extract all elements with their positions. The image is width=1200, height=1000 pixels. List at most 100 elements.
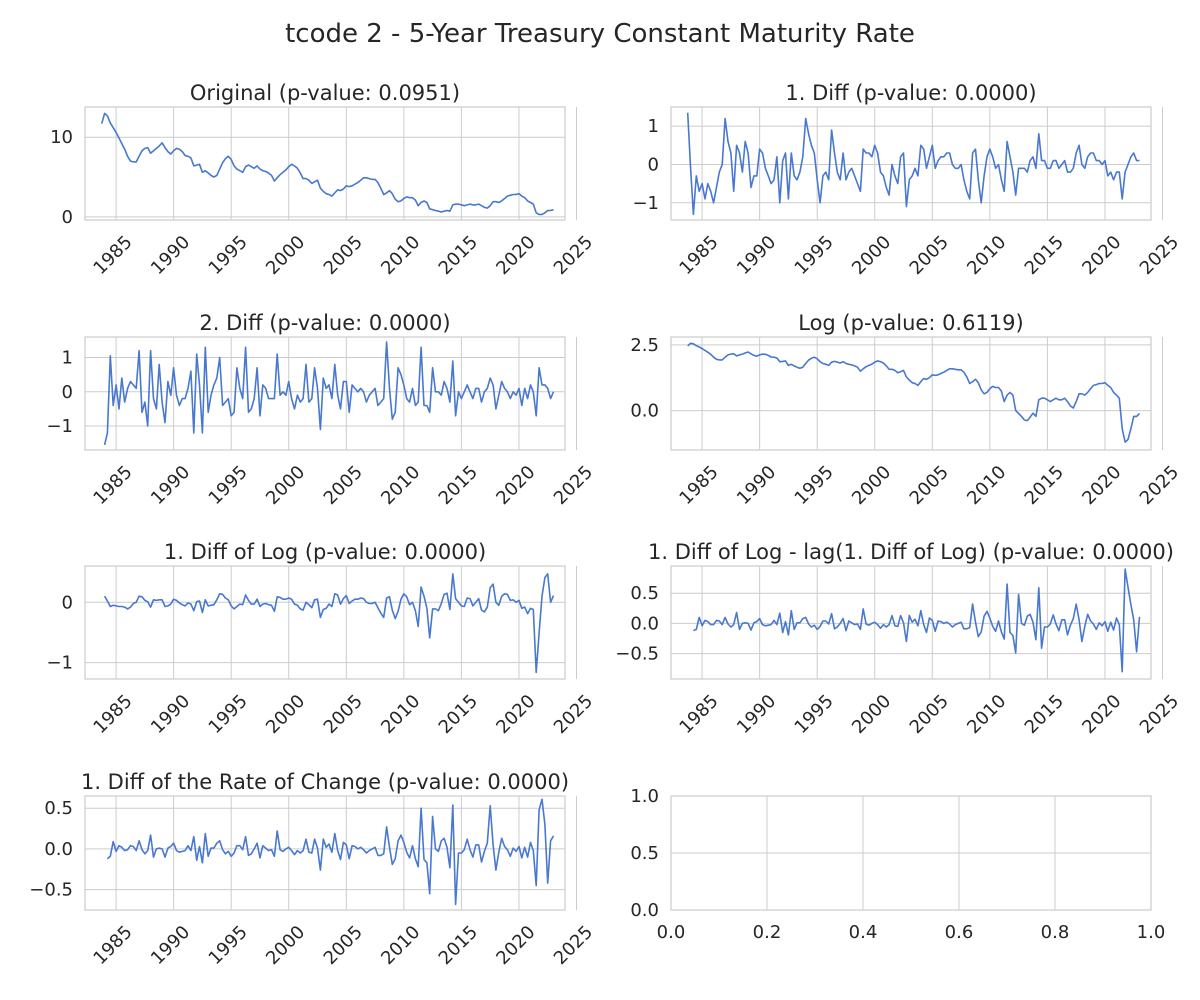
- subplot-grid: Original (p-value: 0.0951)1985 1990 1995 20…: [29, 81, 1183, 969]
- x-tick-label: 2010: [963, 691, 1010, 738]
- x-tick-label: 2005: [906, 462, 953, 509]
- y-tick-label: 0.0: [630, 613, 659, 634]
- x-tick-label: 1995: [205, 691, 252, 738]
- x-tick-label: 2010: [377, 922, 424, 969]
- y-tick-label: 0.5: [630, 583, 659, 604]
- x-tick-label: 1985: [89, 691, 136, 738]
- subplot-title: 1. Diff (p-value: 0.0000): [785, 81, 1036, 105]
- x-tick-label: 2025: [550, 232, 597, 279]
- y-tick-label: 10: [50, 127, 73, 148]
- y-tick-label: 0.5: [630, 843, 659, 864]
- x-tick-label: 2020: [1078, 462, 1125, 509]
- y-tick-label: −0.5: [29, 880, 73, 901]
- x-tick-label: 1985: [89, 232, 136, 279]
- axes-frame: [670, 565, 1152, 680]
- x-tick-label: 2010: [963, 462, 1010, 509]
- x-tick-label: 2000: [262, 922, 309, 969]
- x-tick-label: 2020: [492, 232, 539, 279]
- x-tick-label: 2005: [320, 462, 367, 509]
- axes-frame: [84, 106, 566, 221]
- y-tick-label: 0.0: [630, 900, 659, 921]
- subplot-8: 0.0 0.2 0.4 0.6 0.8 1.0 0.0 0.5 1.0: [630, 786, 1165, 943]
- axes-frame: [670, 336, 1152, 451]
- series-line: [106, 798, 555, 906]
- subplot-title: 2. Diff (p-value: 0.0000): [199, 311, 450, 335]
- x-tick-label: 2015: [435, 462, 482, 509]
- x-tick-label: 1990: [733, 691, 780, 738]
- y-tick-label: 0.0: [630, 401, 659, 422]
- x-tick-label: 2020: [492, 462, 539, 509]
- series-line: [100, 112, 554, 216]
- subplot-6: 1. Diff of Log - lag(1. Diff of Log) (p-…: [615, 540, 1183, 738]
- x-tick-label: 2000: [262, 232, 309, 279]
- x-tick-label: 2000: [848, 232, 895, 279]
- y-tick-label: −1: [632, 193, 659, 214]
- x-tick-label: 0.2: [753, 922, 782, 943]
- subplot-2: 1. Diff (p-value: 0.0000)1985 1990 1995 200…: [632, 81, 1183, 279]
- y-tick-label: 0: [62, 382, 73, 403]
- x-tick-label: 1995: [205, 922, 252, 969]
- y-tick-label: 2.5: [630, 335, 659, 356]
- x-tick-label: 2020: [492, 691, 539, 738]
- x-tick-label: 2015: [435, 922, 482, 969]
- series-line: [687, 342, 1141, 443]
- subplot-title: 1. Diff of Log (p-value: 0.0000): [164, 540, 486, 564]
- y-tick-label: 0: [62, 207, 73, 228]
- series-line: [103, 573, 555, 674]
- x-tick-label: 2025: [550, 462, 597, 509]
- x-tick-label: 2000: [848, 462, 895, 509]
- x-tick-label: 1990: [733, 462, 780, 509]
- x-tick-label: 1995: [791, 691, 838, 738]
- axes-frame: [84, 565, 566, 680]
- x-tick-label: 2005: [320, 922, 367, 969]
- x-tick-label: 1995: [205, 462, 252, 509]
- x-tick-label: 1995: [205, 232, 252, 279]
- y-tick-label: 1: [648, 116, 659, 137]
- subplot-4: Log (p-value: 0.6119) 1985 1990 1995 2000 200…: [630, 311, 1183, 509]
- x-tick-label: 2015: [1021, 691, 1068, 738]
- x-tick-label: 1990: [147, 462, 194, 509]
- x-tick-label: 0.0: [657, 922, 686, 943]
- subplot-title: 1. Diff of the Rate of Change (p-value: …: [81, 770, 569, 794]
- x-tick-label: 2010: [377, 462, 424, 509]
- x-tick-label: 0.4: [849, 922, 878, 943]
- y-tick-label: 1: [62, 348, 73, 369]
- x-tick-label: 1990: [147, 691, 194, 738]
- x-tick-label: 2020: [492, 922, 539, 969]
- x-tick-label: 1990: [733, 232, 780, 279]
- x-tick-label: 2005: [320, 232, 367, 279]
- subplot-5: 1. Diff of Log (p-value: 0.0000) 1985 1990…: [46, 540, 597, 738]
- axes-frame: [670, 795, 1152, 911]
- x-tick-label: 2000: [848, 691, 895, 738]
- y-tick-label: −0.5: [615, 644, 659, 665]
- x-tick-label: 2025: [1136, 462, 1183, 509]
- series-line: [693, 568, 1141, 673]
- x-tick-label: 1985: [675, 232, 722, 279]
- y-tick-label: 0.0: [44, 839, 73, 860]
- x-tick-label: 0.8: [1041, 922, 1070, 943]
- y-tick-label: −1: [46, 416, 73, 437]
- x-tick-label: 2020: [1078, 232, 1125, 279]
- x-tick-label: 1995: [791, 232, 838, 279]
- x-tick-label: 2010: [377, 691, 424, 738]
- x-tick-label: 2010: [963, 232, 1010, 279]
- x-tick-label: 2005: [320, 691, 367, 738]
- x-tick-label: 2025: [1136, 691, 1183, 738]
- x-tick-label: 2025: [550, 691, 597, 738]
- x-tick-label: 2005: [906, 232, 953, 279]
- series-line: [686, 112, 1140, 216]
- subplot-3: 2. Diff (p-value: 0.0000)1985 1990 1995 200…: [46, 311, 597, 509]
- y-tick-label: 0.5: [44, 798, 73, 819]
- x-tick-label: 1.0: [1137, 922, 1166, 943]
- x-tick-label: 2015: [1021, 462, 1068, 509]
- x-tick-label: 2015: [435, 232, 482, 279]
- series-line: [103, 341, 555, 446]
- x-tick-label: 2025: [1136, 232, 1183, 279]
- subplot-1: Original (p-value: 0.0951)1985 1990 1995 20…: [50, 81, 597, 279]
- x-tick-label: 2005: [906, 691, 953, 738]
- subplot-title: 1. Diff of Log - lag(1. Diff of Log) (p-…: [648, 540, 1174, 564]
- subplot-title: Log (p-value: 0.6119): [798, 311, 1024, 335]
- axes-frame: [84, 795, 566, 911]
- x-tick-label: 1985: [89, 922, 136, 969]
